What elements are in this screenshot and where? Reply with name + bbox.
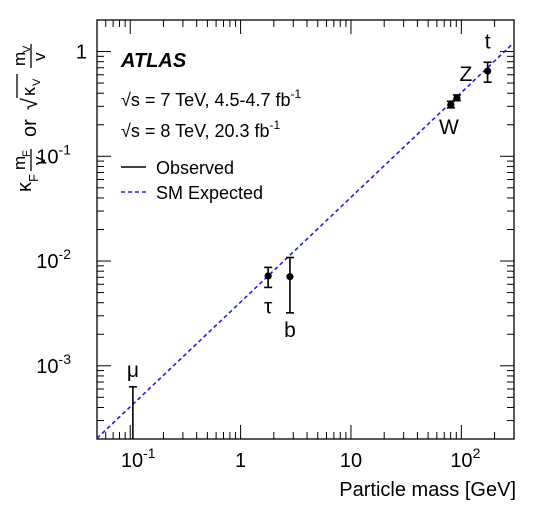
axis-ticks: [96, 19, 515, 440]
y-tick-label: 1: [76, 42, 87, 64]
particle-label-t: t: [485, 30, 491, 53]
particle-label-μ: μ: [127, 359, 139, 382]
y-tick-label: 10-3: [36, 351, 71, 378]
x-tick-label: 10: [340, 450, 362, 472]
particle-label-τ: τ: [264, 295, 273, 318]
data-point-τ: [264, 266, 273, 289]
y-tick-label: 10-1: [36, 141, 71, 168]
y-title-frac2-num: m: [10, 52, 29, 66]
x-tick-label: 10-1: [121, 445, 156, 472]
data-marker: [453, 94, 461, 102]
legend: Observed SM Expected: [121, 158, 263, 203]
data-point-t: [483, 61, 492, 83]
y-title-or: or: [19, 119, 41, 137]
data-marker: [484, 67, 492, 75]
data-point-μ: [128, 386, 137, 439]
data-marker: [286, 273, 294, 281]
expected-line-group: [96, 41, 515, 439]
particle-label-W: W: [439, 116, 459, 139]
energy-annotation-8tev: √s = 8 TeV, 20.3 fb-1: [121, 118, 281, 141]
data-point-b: [285, 256, 294, 314]
y-title-kappa-v-sub: V: [31, 78, 43, 86]
y-title-root: √: [17, 97, 42, 110]
data-point-W: [446, 100, 455, 109]
axis-tick-labels: 10-1 1 10 102 10-3 10-2 10-1 1: [36, 42, 480, 472]
y-title-frac2-num-sub: V: [21, 45, 33, 53]
y-title-kappa-f: κ: [14, 181, 36, 192]
particle-label-Z: Z: [460, 63, 473, 86]
y-title-frac1-den: v: [30, 156, 49, 165]
y-title-kappa-v: κ: [19, 86, 39, 96]
y-title-frac1-num-sub: F: [21, 150, 33, 157]
x-tick-label: 1: [235, 450, 246, 472]
data-marker: [264, 272, 272, 280]
sm-expected-line: [96, 41, 515, 439]
plot-frame-group: [96, 19, 515, 440]
y-title-frac2-den: v: [30, 52, 49, 61]
energy-annotation-7tev: √s = 7 TeV, 4.5-4.7 fb-1: [121, 87, 302, 110]
y-tick-label: 10-2: [36, 246, 71, 273]
particle-labels-group: μ τb W Zt: [127, 30, 491, 382]
data-point-Z: [452, 94, 461, 102]
data-points-group: [128, 61, 492, 439]
legend-observed-label: Observed: [156, 158, 234, 178]
atlas-label: ATLAS: [120, 50, 187, 72]
x-tick-label: 102: [450, 445, 480, 472]
plot-frame: [96, 19, 515, 440]
y-title-kappa-f-sub: F: [26, 174, 41, 182]
particle-label-b: b: [284, 319, 296, 342]
x-axis-title: Particle mass [GeV]: [339, 479, 516, 501]
legend-expected-label: SM Expected: [156, 183, 263, 203]
y-title-frac1-num: m: [10, 156, 29, 170]
data-marker: [447, 101, 455, 109]
y-axis-title: κ F m F v or √ κ V m V v: [10, 44, 49, 192]
